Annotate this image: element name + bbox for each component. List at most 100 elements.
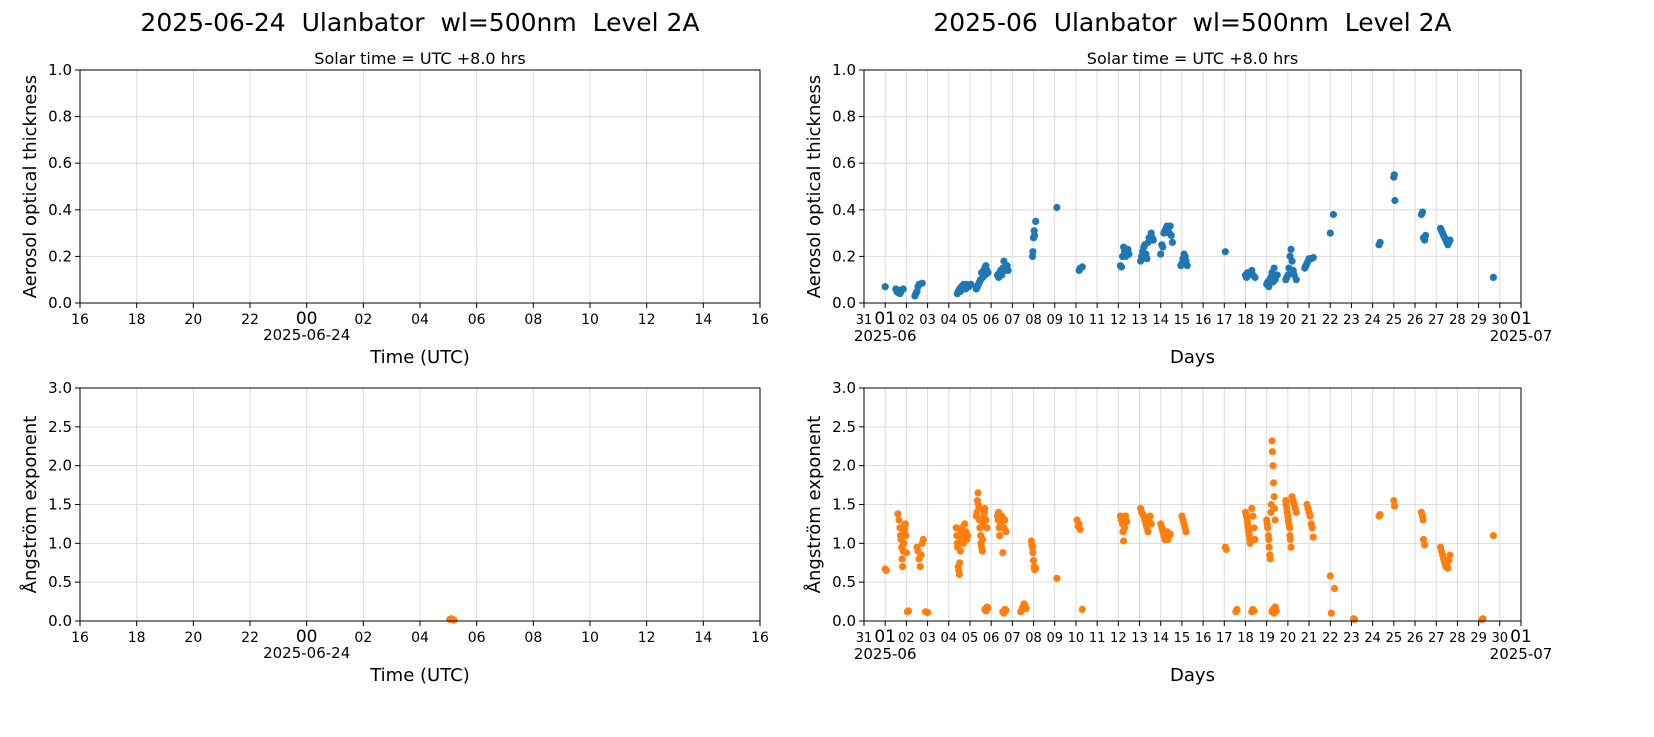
monthly-angstrom-data-point: [1419, 535, 1428, 544]
monthly-angstrom-data-point: [1445, 556, 1453, 565]
monthly-angstrom-xtick-label: 10: [1068, 631, 1085, 646]
monthly-angstrom-data-point: [1292, 508, 1300, 516]
monthly-angstrom-data-point: [1327, 609, 1335, 617]
monthly-angstrom-xtick-label: 08: [1025, 631, 1042, 646]
daily-aot-xtick-label: 10: [581, 312, 599, 328]
monthly-angstrom-data-point: [956, 547, 965, 555]
monthly-aot-data-point: [899, 285, 907, 293]
monthly-angstrom-data-point: [975, 504, 983, 512]
monthly-angstrom-data-point: [1444, 564, 1452, 572]
daily-aot-ytick-label: 0.2: [48, 247, 72, 265]
monthly-aot-data-point: [1273, 271, 1281, 279]
monthly-aot-data-point: [1183, 262, 1191, 270]
monthly-aot-data-point: [1422, 231, 1430, 239]
daily-aot-xtick-label: 04: [411, 312, 429, 328]
daily-aot-ytick-label: 0.6: [48, 154, 72, 172]
daily-angstrom-xtick-label: 16: [751, 630, 769, 646]
monthly-angstrom-data-point: [1029, 556, 1038, 565]
monthly-angstrom-xtick-label: 17: [1216, 631, 1233, 646]
monthly-angstrom-data-point: [1326, 572, 1334, 580]
monthly-aot-xtick-label: 17: [1216, 313, 1233, 328]
monthly-angstrom-xtick-label: 04: [941, 631, 958, 646]
monthly-angstrom-data-point: [1022, 605, 1030, 613]
monthly-aot-frame: [863, 69, 1522, 304]
daily-angstrom-xtick-label: 08: [524, 630, 542, 646]
monthly-angstrom-xtick-label: 03: [919, 631, 936, 646]
monthly-aot-data-point: [1029, 248, 1037, 256]
monthly-aot-xtick-label: 23: [1343, 313, 1360, 328]
monthly-angstrom-data-point: [1287, 543, 1295, 551]
monthly-aot-data-point: [881, 283, 889, 291]
monthly-aot-ytick-label: 0.6: [832, 154, 856, 172]
monthly-angstrom-xtick-label: 27: [1428, 631, 1445, 646]
monthly-aot-data-point: [1221, 248, 1229, 256]
monthly-angstrom-data-point: [1270, 493, 1278, 501]
daily-aot-ytick-label: 1.0: [48, 61, 72, 79]
daily-aot-xtick-label: 06: [468, 312, 486, 328]
monthly-angstrom-xtick-label: 25: [1386, 631, 1403, 646]
monthly-angstrom-data-point: [952, 524, 960, 532]
monthly-aot-xtick-label: 20: [1280, 313, 1297, 328]
monthly-angstrom-data-point: [1246, 539, 1254, 547]
monthly-aot-data-point: [1270, 264, 1278, 272]
daily-aot-xtick-label: 02: [354, 312, 372, 328]
monthly-aot-xtick-label: 18: [1237, 313, 1254, 328]
monthly-angstrom-data-point: [1269, 462, 1277, 470]
monthly-angstrom-data-point: [1075, 520, 1083, 528]
monthly-aot-data-point: [1446, 236, 1454, 244]
monthly-aot-ytick-label: 0.8: [832, 108, 856, 126]
monthly-aot-xtick-label: 01: [874, 309, 896, 329]
monthly-aot-data-point: [1329, 210, 1337, 219]
monthly-angstrom-ytick-label: 2.0: [832, 457, 856, 475]
monthly-angstrom-xtick-label: 19: [1258, 631, 1275, 646]
monthly-angstrom-data-point: [899, 563, 907, 571]
daily-angstrom-ytick-label: 1.0: [48, 534, 72, 552]
monthly-angstrom-data-point: [924, 608, 932, 617]
monthly-aot-month-end-label: 2025-07: [1490, 327, 1553, 345]
daily-aot-xtick-label: 14: [694, 312, 712, 328]
monthly-angstrom-data-point: [996, 532, 1004, 540]
monthly-aot-data-point: [1125, 250, 1133, 258]
monthly-aot-xtick-label: 26: [1407, 313, 1424, 328]
daily-aot-subtitle: Solar time = UTC +8.0 hrs: [314, 49, 526, 68]
monthly-aot-xtick-label: 24: [1364, 313, 1381, 328]
monthly-angstrom-ytick-label: 2.5: [832, 418, 856, 436]
monthly-angstrom-data-point: [904, 607, 913, 615]
monthly-angstrom-xtick-label: 29: [1470, 631, 1487, 646]
monthly-aot-plot-area: [864, 70, 1521, 303]
monthly-aot-xtick-label: 21: [1301, 313, 1318, 328]
monthly-aot-data-point: [1390, 171, 1398, 179]
monthly-angstrom-data-point: [894, 510, 902, 518]
monthly-angstrom-data-point: [1286, 524, 1294, 532]
monthly-angstrom-data-point: [1250, 524, 1258, 532]
monthly-angstrom-ylabel: Ångström exponent: [803, 416, 825, 594]
monthly-angstrom-data-point: [919, 535, 927, 544]
monthly-angstrom-data-point: [1421, 541, 1429, 549]
monthly-angstrom-data-point: [974, 489, 982, 497]
monthly-angstrom-xtick-label: 02: [898, 631, 915, 646]
monthly-angstrom-data-point: [979, 535, 987, 544]
daily-angstrom-xtick-label: 22: [241, 630, 259, 646]
monthly-aot-data-point: [1143, 255, 1151, 263]
daily-aot-xtick-label: 16: [71, 312, 89, 328]
monthly-angstrom-xtick-label: 16: [1195, 631, 1212, 646]
monthly-angstrom-xtick-label: 18: [1237, 631, 1254, 646]
daily-angstrom-ylabel: Ångström exponent: [19, 416, 41, 594]
monthly-angstrom-data-point: [1251, 535, 1259, 544]
monthly-aot-xtick-label: 28: [1449, 313, 1466, 328]
monthly-angstrom-data-point: [984, 604, 992, 612]
monthly-angstrom-data-point: [1249, 512, 1257, 520]
monthly-angstrom-data-point: [1032, 564, 1040, 572]
monthly-angstrom-xtick-label: 13: [1131, 631, 1148, 646]
monthly-angstrom-data-point: [1222, 545, 1230, 554]
monthly-angstrom-data-point: [1001, 516, 1009, 524]
monthly-angstrom-data-point: [1264, 524, 1272, 532]
monthly-angstrom-data-point: [1309, 533, 1317, 541]
monthly-angstrom-data-point: [898, 555, 906, 563]
monthly-angstrom-xtick-label: 05: [962, 631, 979, 646]
monthly-angstrom-data-point: [882, 566, 890, 575]
monthly-angstrom-data-point: [1271, 516, 1279, 524]
monthly-angstrom-data-point: [1002, 606, 1010, 614]
monthly-angstrom-data-point: [1270, 504, 1279, 512]
